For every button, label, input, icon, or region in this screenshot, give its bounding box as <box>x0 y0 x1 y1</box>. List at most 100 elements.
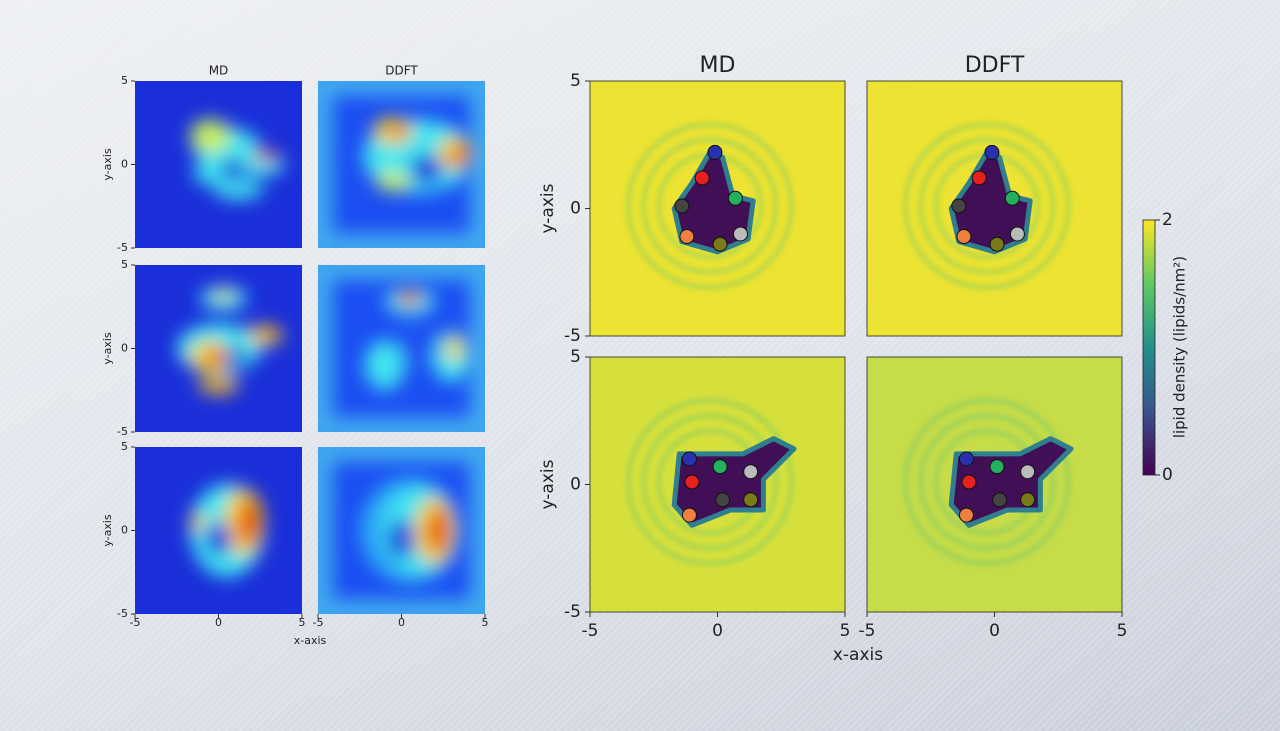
x-tick-label: -5 <box>130 616 141 629</box>
density-ring <box>919 414 1055 550</box>
density-blob <box>428 507 449 554</box>
density-blob <box>364 340 405 391</box>
colorbar <box>1142 219 1156 476</box>
x-axis-label: x-axis <box>833 645 883 665</box>
density-blob <box>221 157 242 178</box>
protein-marker <box>694 170 710 186</box>
y-tick-label: -5 <box>564 326 581 346</box>
protein-marker <box>674 198 690 214</box>
density-blob <box>205 522 232 556</box>
y-tick-label: -5 <box>117 425 128 438</box>
density-blob <box>398 335 439 362</box>
y-tick-label: -5 <box>117 241 128 254</box>
y-tick-label: 5 <box>121 74 128 87</box>
x-axis-label: x-axis <box>294 634 327 647</box>
y-tick-label: 5 <box>121 258 128 271</box>
density-blob <box>213 179 264 200</box>
y-axis-label: y-axis <box>101 514 114 547</box>
density-ring <box>903 398 1070 566</box>
density-ring <box>642 414 778 550</box>
protein-marker <box>743 492 759 508</box>
colorbar-tick-label: 2 <box>1162 210 1173 230</box>
protein-marker <box>958 451 974 467</box>
x-tick-label: 5 <box>299 616 306 629</box>
protein-marker <box>712 236 728 252</box>
x-tick-label: 5 <box>1117 621 1128 641</box>
density-ring <box>903 122 1070 290</box>
density-ring <box>919 138 1055 274</box>
x-tick-label: 0 <box>989 621 1000 641</box>
protein-marker <box>956 229 972 245</box>
protein-marker <box>715 492 731 508</box>
heatmap <box>590 357 845 612</box>
density-ring <box>626 398 793 566</box>
y-axis-label: y-axis <box>538 459 558 509</box>
y-tick-label: 0 <box>121 524 128 537</box>
density-ring <box>642 138 778 274</box>
heatmap <box>135 447 302 614</box>
density-blob <box>248 325 282 346</box>
depletion-zone <box>671 149 756 255</box>
x-tick-label: -5 <box>582 621 599 641</box>
y-tick-label: 5 <box>570 347 581 367</box>
density-ring <box>626 122 793 290</box>
x-tick-label: 5 <box>482 616 489 629</box>
density-blob <box>193 161 227 185</box>
density-blob <box>190 513 207 531</box>
protein-marker <box>984 144 1000 160</box>
protein-marker <box>1020 492 1036 508</box>
y-tick-label: 0 <box>121 342 128 355</box>
protein-marker <box>971 170 987 186</box>
y-axis-label: y-axis <box>101 332 114 365</box>
protein-marker <box>727 190 743 206</box>
heatmap <box>590 81 845 336</box>
density-blob <box>238 498 259 546</box>
panel-frame <box>866 80 1123 337</box>
density-blob <box>396 291 424 306</box>
x-tick-label: -5 <box>313 616 324 629</box>
y-tick-label: 5 <box>121 440 128 453</box>
protein-marker <box>989 459 1005 475</box>
protein-marker <box>743 464 759 480</box>
y-axis-label: y-axis <box>101 148 114 181</box>
y-tick-label: 0 <box>570 199 581 219</box>
heatmap <box>867 81 1122 336</box>
protein-marker <box>684 474 700 490</box>
protein-marker <box>1004 190 1020 206</box>
protein-marker <box>732 226 748 242</box>
density-blob <box>446 335 464 362</box>
blob-layer <box>364 288 472 391</box>
density-blob <box>251 151 279 162</box>
x-tick-label: -5 <box>859 621 876 641</box>
column-title: MD <box>700 53 736 78</box>
density-blob <box>225 346 246 367</box>
blob-layer <box>190 119 284 200</box>
y-tick-label: 0 <box>121 158 128 171</box>
protein-marker <box>679 229 695 245</box>
density-blob <box>409 154 444 185</box>
protein-marker <box>1009 226 1025 242</box>
protein-marker <box>951 198 967 214</box>
colorbar-tick-label: 0 <box>1162 465 1173 485</box>
heatmap <box>318 81 485 248</box>
protein-marker <box>989 236 1005 252</box>
protein-marker <box>707 144 723 160</box>
x-tick-label: 0 <box>398 616 405 629</box>
x-tick-label: 0 <box>215 616 222 629</box>
y-axis-label: y-axis <box>538 183 558 233</box>
heatmap <box>867 357 1122 612</box>
density-blob <box>190 119 231 153</box>
blob-layer <box>176 286 282 394</box>
protein-marker <box>958 507 974 523</box>
density-blob <box>210 381 227 389</box>
protein-marker <box>992 492 1008 508</box>
protein-marker <box>1020 464 1036 480</box>
heatmap <box>135 81 302 248</box>
blob-layer <box>190 483 264 578</box>
density-blob <box>260 328 277 336</box>
heatmap <box>318 447 485 614</box>
blob-layer <box>363 117 474 193</box>
column-title: DDFT <box>385 64 418 78</box>
colorbar-label: lipid density (lipids/nm²) <box>1171 256 1189 438</box>
